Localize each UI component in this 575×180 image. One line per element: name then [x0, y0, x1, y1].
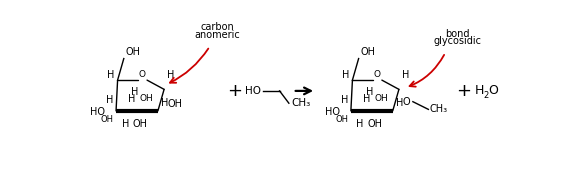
Text: OH: OH: [125, 47, 140, 57]
Text: glycosidic: glycosidic: [433, 36, 481, 46]
Text: H: H: [161, 98, 168, 108]
Text: CH₃: CH₃: [430, 104, 448, 114]
Text: OH: OH: [374, 94, 388, 103]
Text: bond: bond: [445, 29, 469, 39]
Text: H: H: [342, 71, 350, 80]
Text: H: H: [131, 87, 139, 97]
Text: H: H: [366, 87, 373, 97]
Text: O: O: [139, 70, 146, 79]
Text: H: H: [167, 70, 175, 80]
Text: O: O: [374, 70, 381, 79]
Text: carbon: carbon: [201, 22, 235, 32]
Text: H: H: [356, 119, 364, 129]
Text: anomeric: anomeric: [195, 30, 240, 40]
Text: OH: OH: [133, 119, 148, 129]
Text: H: H: [128, 94, 135, 104]
Text: OH: OH: [336, 115, 348, 124]
Text: H: H: [396, 98, 403, 108]
Text: H: H: [106, 95, 114, 105]
Text: OH: OH: [167, 99, 182, 109]
Text: H: H: [122, 119, 129, 129]
Text: O: O: [403, 97, 411, 107]
Text: OH: OH: [367, 119, 382, 129]
Text: OH: OH: [360, 47, 375, 57]
Text: CH₃: CH₃: [291, 98, 310, 108]
Text: +: +: [227, 82, 242, 100]
Text: H: H: [362, 94, 370, 104]
Text: H: H: [475, 84, 484, 97]
Text: +: +: [456, 82, 471, 100]
Text: H: H: [107, 71, 114, 80]
Text: OH: OH: [140, 94, 154, 103]
Text: HO: HO: [90, 107, 105, 118]
Text: HO: HO: [246, 86, 262, 96]
Text: 2: 2: [484, 91, 489, 100]
Text: H: H: [341, 95, 348, 105]
Text: OH: OH: [101, 115, 114, 124]
Text: H: H: [402, 70, 409, 80]
Text: O: O: [488, 84, 498, 97]
Text: HO: HO: [325, 107, 340, 118]
